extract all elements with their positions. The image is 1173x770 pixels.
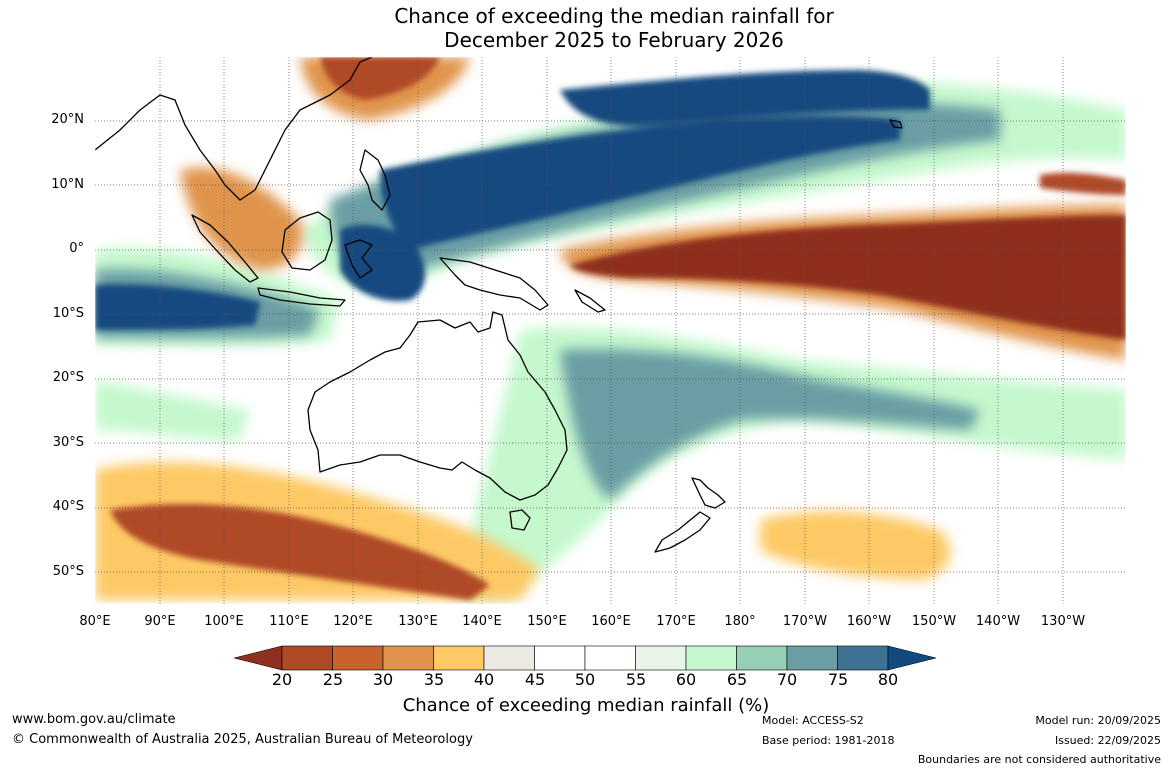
footer-issued: Issued: 22/09/2025 [1054, 734, 1161, 747]
asia-coastline [95, 57, 373, 201]
lat-label-10s: 10°S [52, 306, 84, 321]
colorbar-tick-60: 60 [675, 670, 697, 689]
lon-label-160e: 160°E [591, 614, 631, 629]
colorbar-title: Chance of exceeding median rainfall (%) [402, 695, 770, 716]
lat-label-50s: 50°S [52, 564, 84, 579]
colorbar-extend-high [887, 645, 937, 671]
colorbar-segment [332, 645, 384, 671]
new-zealand-coastline [654, 477, 726, 553]
colorbar-segments [233, 645, 937, 671]
footer-model-run: Model run: 20/09/2025 [1035, 714, 1161, 727]
colorbar-extend-low [233, 645, 283, 671]
below-median-areas [95, 57, 1126, 600]
footer-disclaimer: Boundaries are not considered authoritat… [917, 753, 1161, 766]
chart-title: Chance of exceeding the median rainfall … [0, 4, 1170, 52]
colorbar-segment [837, 645, 889, 671]
footer-url: www.bom.gov.au/climate [12, 712, 176, 727]
lon-label-140w: 140°W [975, 614, 1021, 629]
lon-label-180: 180° [724, 614, 756, 629]
colorbar-tick-25: 25 [322, 670, 344, 689]
colorbar-segment [685, 645, 737, 671]
colorbar-segment [786, 645, 838, 671]
colorbar-segment [382, 645, 434, 671]
colorbar-segment [433, 645, 485, 671]
lat-label-10n: 10°N [51, 177, 84, 192]
lon-label-160w: 160°W [846, 614, 892, 629]
lon-label-150e: 150°E [527, 614, 567, 629]
colorbar-tick-65: 65 [726, 670, 748, 689]
australia-coastline [307, 311, 568, 501]
colorbar-tick-50: 50 [574, 670, 596, 689]
colorbar-segment [281, 645, 333, 671]
lon-label-150w: 150°W [911, 614, 957, 629]
colorbar-tick-75: 75 [827, 670, 849, 689]
lon-label-100e: 100°E [204, 614, 244, 629]
colorbar-segment [584, 645, 636, 671]
title-line-2: December 2025 to February 2026 [444, 28, 784, 52]
lat-label-30s: 30°S [52, 435, 84, 450]
lon-label-130e: 130°E [398, 614, 438, 629]
lat-label-0: 0° [69, 241, 84, 256]
rainfall-probability-map [94, 56, 1127, 605]
colorbar-tick-35: 35 [423, 670, 445, 689]
title-line-1: Chance of exceeding the median rainfall … [394, 4, 834, 28]
footer-model: Model: ACCESS-S2 [762, 714, 864, 727]
colorbar-tick-30: 30 [372, 670, 394, 689]
solomon-islands-coastline [574, 289, 606, 313]
tasmania-coastline [509, 509, 531, 531]
colorbar-tick-45: 45 [524, 670, 546, 689]
colorbar-segment [534, 645, 586, 671]
sumatra-coastline [191, 214, 259, 283]
map-frame [94, 56, 1127, 605]
lat-label-20n: 20°N [51, 112, 84, 127]
colorbar-tick-20: 20 [271, 670, 293, 689]
lat-label-20s: 20°S [52, 370, 84, 385]
lon-label-110e: 110°E [269, 614, 309, 629]
lon-label-120e: 120°E [333, 614, 373, 629]
colorbar-segment [635, 645, 687, 671]
philippines-coastline [359, 149, 391, 211]
colorbar [233, 645, 937, 671]
sulawesi-coastline [344, 239, 373, 279]
colorbar-segment [483, 645, 535, 671]
lon-label-130w: 130°W [1040, 614, 1086, 629]
colorbar-tick-55: 55 [625, 670, 647, 689]
lon-label-140e: 140°E [462, 614, 502, 629]
coastlines [95, 57, 903, 553]
java-coastline [257, 287, 346, 307]
lon-label-80e: 80°E [79, 614, 111, 629]
footer-base-period: Base period: 1981-2018 [762, 734, 895, 747]
hawaii-coastline [889, 119, 903, 129]
new-guinea-coastline [439, 257, 549, 311]
footer-copyright: © Commonwealth of Australia 2025, Austra… [12, 732, 473, 747]
colorbar-tick-40: 40 [473, 670, 495, 689]
lon-label-170w: 170°W [782, 614, 828, 629]
lon-label-170e: 170°E [656, 614, 696, 629]
lat-label-40s: 40°S [52, 499, 84, 514]
colorbar-tick-70: 70 [776, 670, 798, 689]
borneo-coastline [281, 211, 333, 271]
colorbar-segment [736, 645, 788, 671]
colorbar-tick-80: 80 [877, 670, 899, 689]
above-median-areas [95, 70, 1126, 600]
lon-label-90e: 90°E [144, 614, 176, 629]
